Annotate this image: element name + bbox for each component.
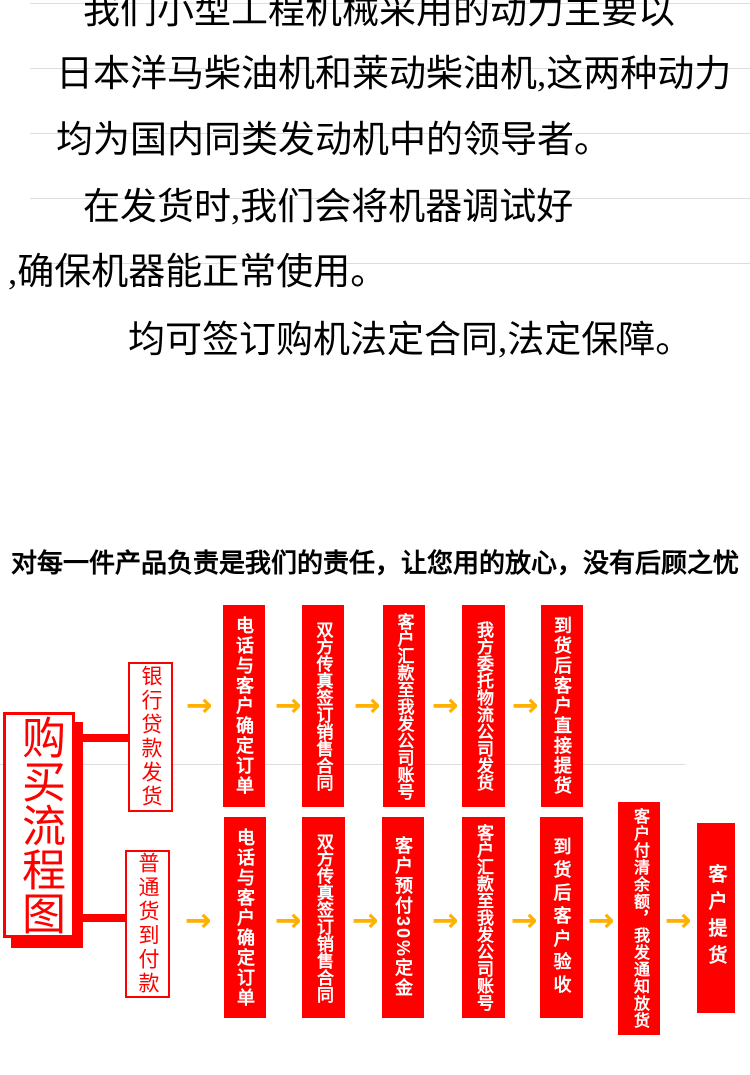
intro-line: 在发货时,我们会将机器调试好 [83,187,574,228]
flow-arrow-icon: → [274,901,302,939]
flow-step-box: 电话与客户确定订单 [223,605,265,807]
ruled-line [30,68,750,69]
flow-arrow-icon: → [184,901,212,939]
ruled-line [30,3,750,4]
intro-line: ,确保机器能正常使用。 [8,252,388,293]
flow-step-box: 客户付清余额，我发通知放货 [618,802,660,1035]
flow-arrow-icon: → [431,686,459,724]
flow-step-box: 到货后客户直接提货 [541,605,583,807]
flow-arrow-icon: → [274,686,302,724]
flow-step-box: 双方传真签订销售合同 [302,605,344,807]
ruled-line [30,263,750,264]
connector-line-bottom [72,914,127,922]
flow-arrow-icon: → [587,901,615,939]
flow-arrow-icon: → [185,686,213,724]
intro-line: 日本洋马柴油机和莱动柴油机,这两种动力 [56,54,732,95]
flow-step-box: 电话与客户确定订单 [224,817,266,1018]
flow-step-box: 客户汇款至我发公司账号 [462,817,505,1018]
flow-step-box: 双方传真签订销售合同 [302,817,345,1018]
intro-line: 均为国内同类发动机中的领导者。 [56,120,611,161]
connector-line-top [72,734,130,742]
branch-box-cod: 普通货到付款 [125,850,170,998]
flow-step-box: 到货后客户验收 [540,817,583,1018]
flow-step-box: 客户汇款至我发公司账号 [383,605,425,807]
branch-box-bank-loan: 银行贷款发货 [128,662,173,812]
flow-arrow-icon: → [351,901,379,939]
flow-step-box: 客户提货 [697,823,735,1013]
flow-arrow-icon: → [431,901,459,939]
flow-arrow-icon: → [353,686,381,724]
flow-arrow-icon: → [664,901,692,939]
intro-line: 均可签订购机法定合同,法定保障。 [128,320,693,361]
ruled-line [30,198,750,199]
flow-step-box: 客户预付30%定金 [382,817,424,1018]
flow-step-box: 我方委托物流公司发货 [462,605,505,807]
flow-arrow-icon: → [510,901,538,939]
ruled-line [30,133,750,134]
responsibility-headline: 对每一件产品负责是我们的责任，让您用的放心，没有后顾之忧 [10,548,739,578]
intro-line: 我们小型工程机械采用的动力主要以 [83,0,675,32]
flow-title: 购买流程图 [15,715,64,935]
flow-arrow-icon: → [511,686,539,724]
flow-title-box: 购买流程图 [3,712,75,938]
